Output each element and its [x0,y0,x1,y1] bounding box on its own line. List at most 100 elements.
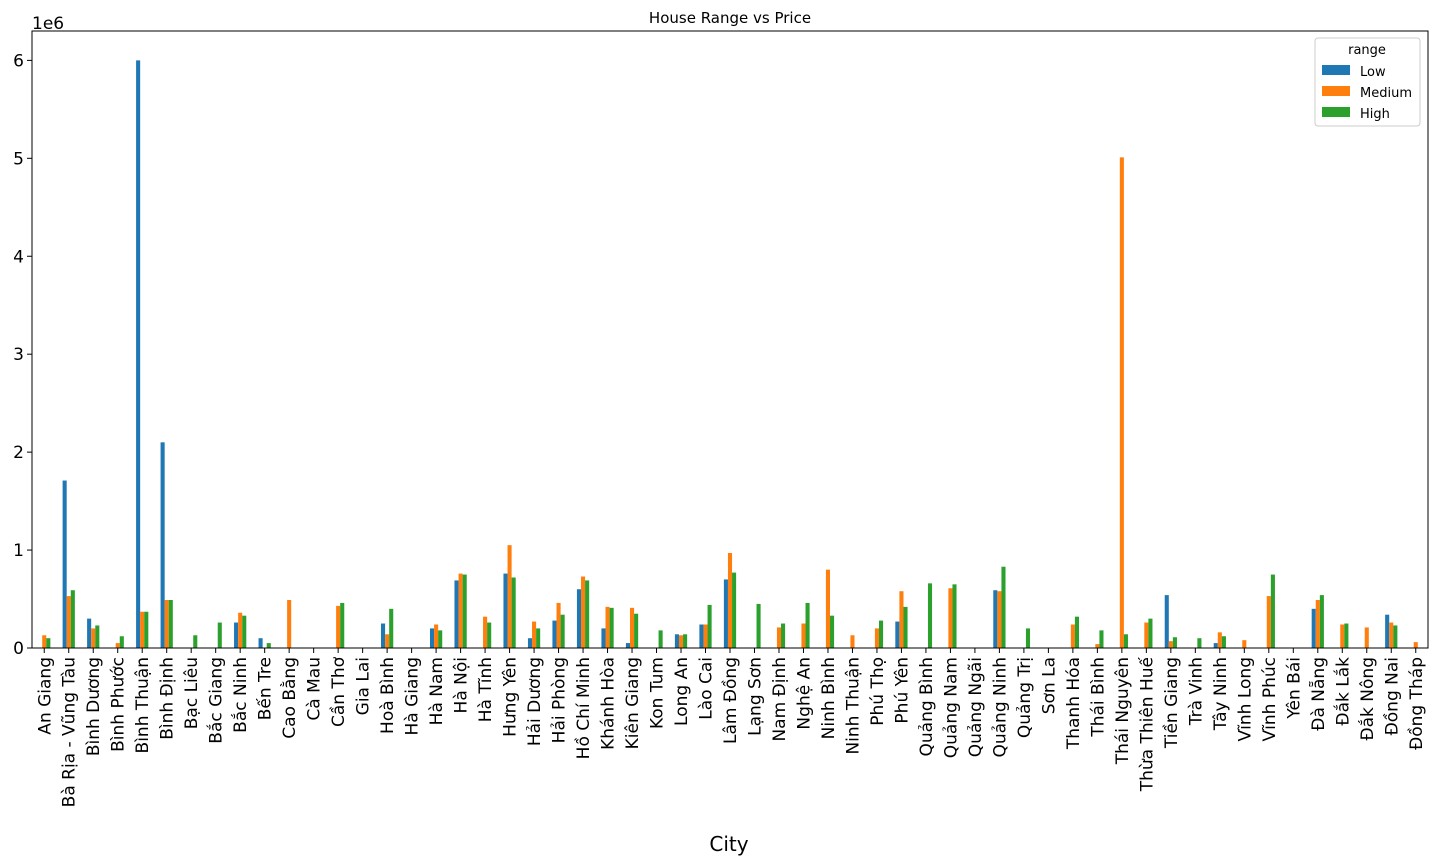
bar-medium [115,643,120,648]
x-tick-label: Đắk Lắk [1332,657,1353,726]
bar-high [1148,618,1153,648]
bar-low [429,628,435,648]
legend-label-low: Low [1360,65,1386,80]
y-tick-label: 0 [13,639,24,659]
x-tick-label: Hà Nội [452,657,472,713]
x-tick-label: Đắk Nông [1357,657,1378,741]
y-tick-label: 4 [13,247,24,267]
x-tick-label: Bình Thuận [133,657,153,753]
bar-high [242,615,247,648]
x-tick-label: Tây Ninh [1211,657,1231,731]
x-tick-label: Bạc Liêu [182,657,202,729]
x-tick-label: Kon Tum [648,657,668,729]
bar-medium [605,606,610,648]
bar-high [707,604,712,648]
bar-high [1123,634,1128,648]
bar-high [1025,628,1031,648]
bar-high [1270,574,1275,648]
x-tick-label: Vĩnh Long [1235,657,1255,741]
bar-low [552,620,557,648]
bar-medium [66,596,71,648]
y-tick-label: 6 [13,51,24,71]
bar-medium [140,611,145,648]
bar-high [830,615,835,648]
x-tick-label: Đồng Tháp [1406,657,1427,750]
bar-high [266,643,271,648]
x-tick-label: Ninh Thuận [843,657,863,755]
x-tick-label: Hà Tĩnh [476,657,496,722]
x-tick-label: Nam Định [770,657,790,742]
bar-medium [1144,622,1149,648]
x-tick-label: An Giang [35,657,55,735]
x-tick-label: Trà Vinh [1186,657,1206,726]
bar-medium [850,635,855,648]
bar-medium [1266,596,1271,648]
x-tick-label: Nghệ An [794,657,814,730]
x-tick-label: Bắc Giang [206,657,227,744]
bar-low [454,580,459,648]
bar-high [585,580,590,648]
bar-high [119,636,124,648]
x-tick-label: Đà Nẵng [1308,657,1329,731]
x-tick-label: Hồ Chí Minh [573,657,594,759]
bar-medium [1315,600,1320,648]
bar-high [732,572,737,648]
legend: range Low Medium High [1314,37,1421,127]
x-tick-label: Khánh Hòa [599,657,619,750]
bar-medium [703,624,708,648]
y-tick-label: 2 [13,443,24,463]
legend-box [1314,37,1421,127]
bar-low [993,590,998,648]
bar-high [1221,636,1226,648]
x-tick-label: Gia Lai [354,657,374,715]
chart-title: House Range vs Price [649,9,811,27]
bar-high [560,614,565,648]
x-tick-label: Bình Dương [84,657,104,756]
bar-medium [1364,627,1369,648]
bar-low [136,60,141,648]
bar-medium [1389,622,1394,648]
bar-medium [727,553,733,648]
bar-medium [532,621,537,648]
bar-high [438,630,443,648]
x-tick-label: Thái Nguyên [1113,657,1133,765]
bar-low [625,643,630,648]
bar-low [674,634,679,648]
bar-low [62,480,67,648]
bar-medium [1095,644,1100,648]
bar-low [723,579,728,648]
bar-medium [1070,624,1075,648]
x-tick-label: Thái Bình [1088,657,1108,738]
x-tick-label: Tiền Giang [1161,657,1182,749]
bar-medium [678,635,684,648]
legend-swatch-low [1322,65,1350,75]
x-tick-label: Kiên Giang [623,657,643,749]
bar-medium [801,623,806,648]
bar-high [144,611,149,648]
bar-medium [776,627,782,648]
bar-high [903,606,908,648]
x-tick-label: Hải Phòng [550,657,570,743]
bar-high [756,603,761,648]
legend-label-medium: Medium [1360,86,1412,101]
bar-low [1164,595,1169,648]
bar-high [487,622,492,648]
bar-medium [1217,632,1222,648]
bar-low [1213,643,1218,648]
x-tick-label: Đồng Nai [1381,657,1402,735]
bar-medium [997,591,1002,648]
bar-high [609,607,614,648]
x-tick-label: Lâm Đồng [720,657,741,744]
bar-high [1099,630,1104,648]
x-tick-label: Quảng Ngãi [966,657,986,757]
x-tick-label: Thanh Hóa [1064,657,1084,750]
bar-low [527,638,533,648]
bar-high [781,623,786,648]
bar-low [601,628,606,648]
bar-high [805,602,810,648]
y-scale-note: 1e6 [32,14,64,34]
x-tick-label: Quảng Trị [1015,657,1035,738]
bar-high [70,590,75,648]
x-tick-label: Phú Yên [892,657,912,724]
x-axis-label: City [709,832,748,856]
